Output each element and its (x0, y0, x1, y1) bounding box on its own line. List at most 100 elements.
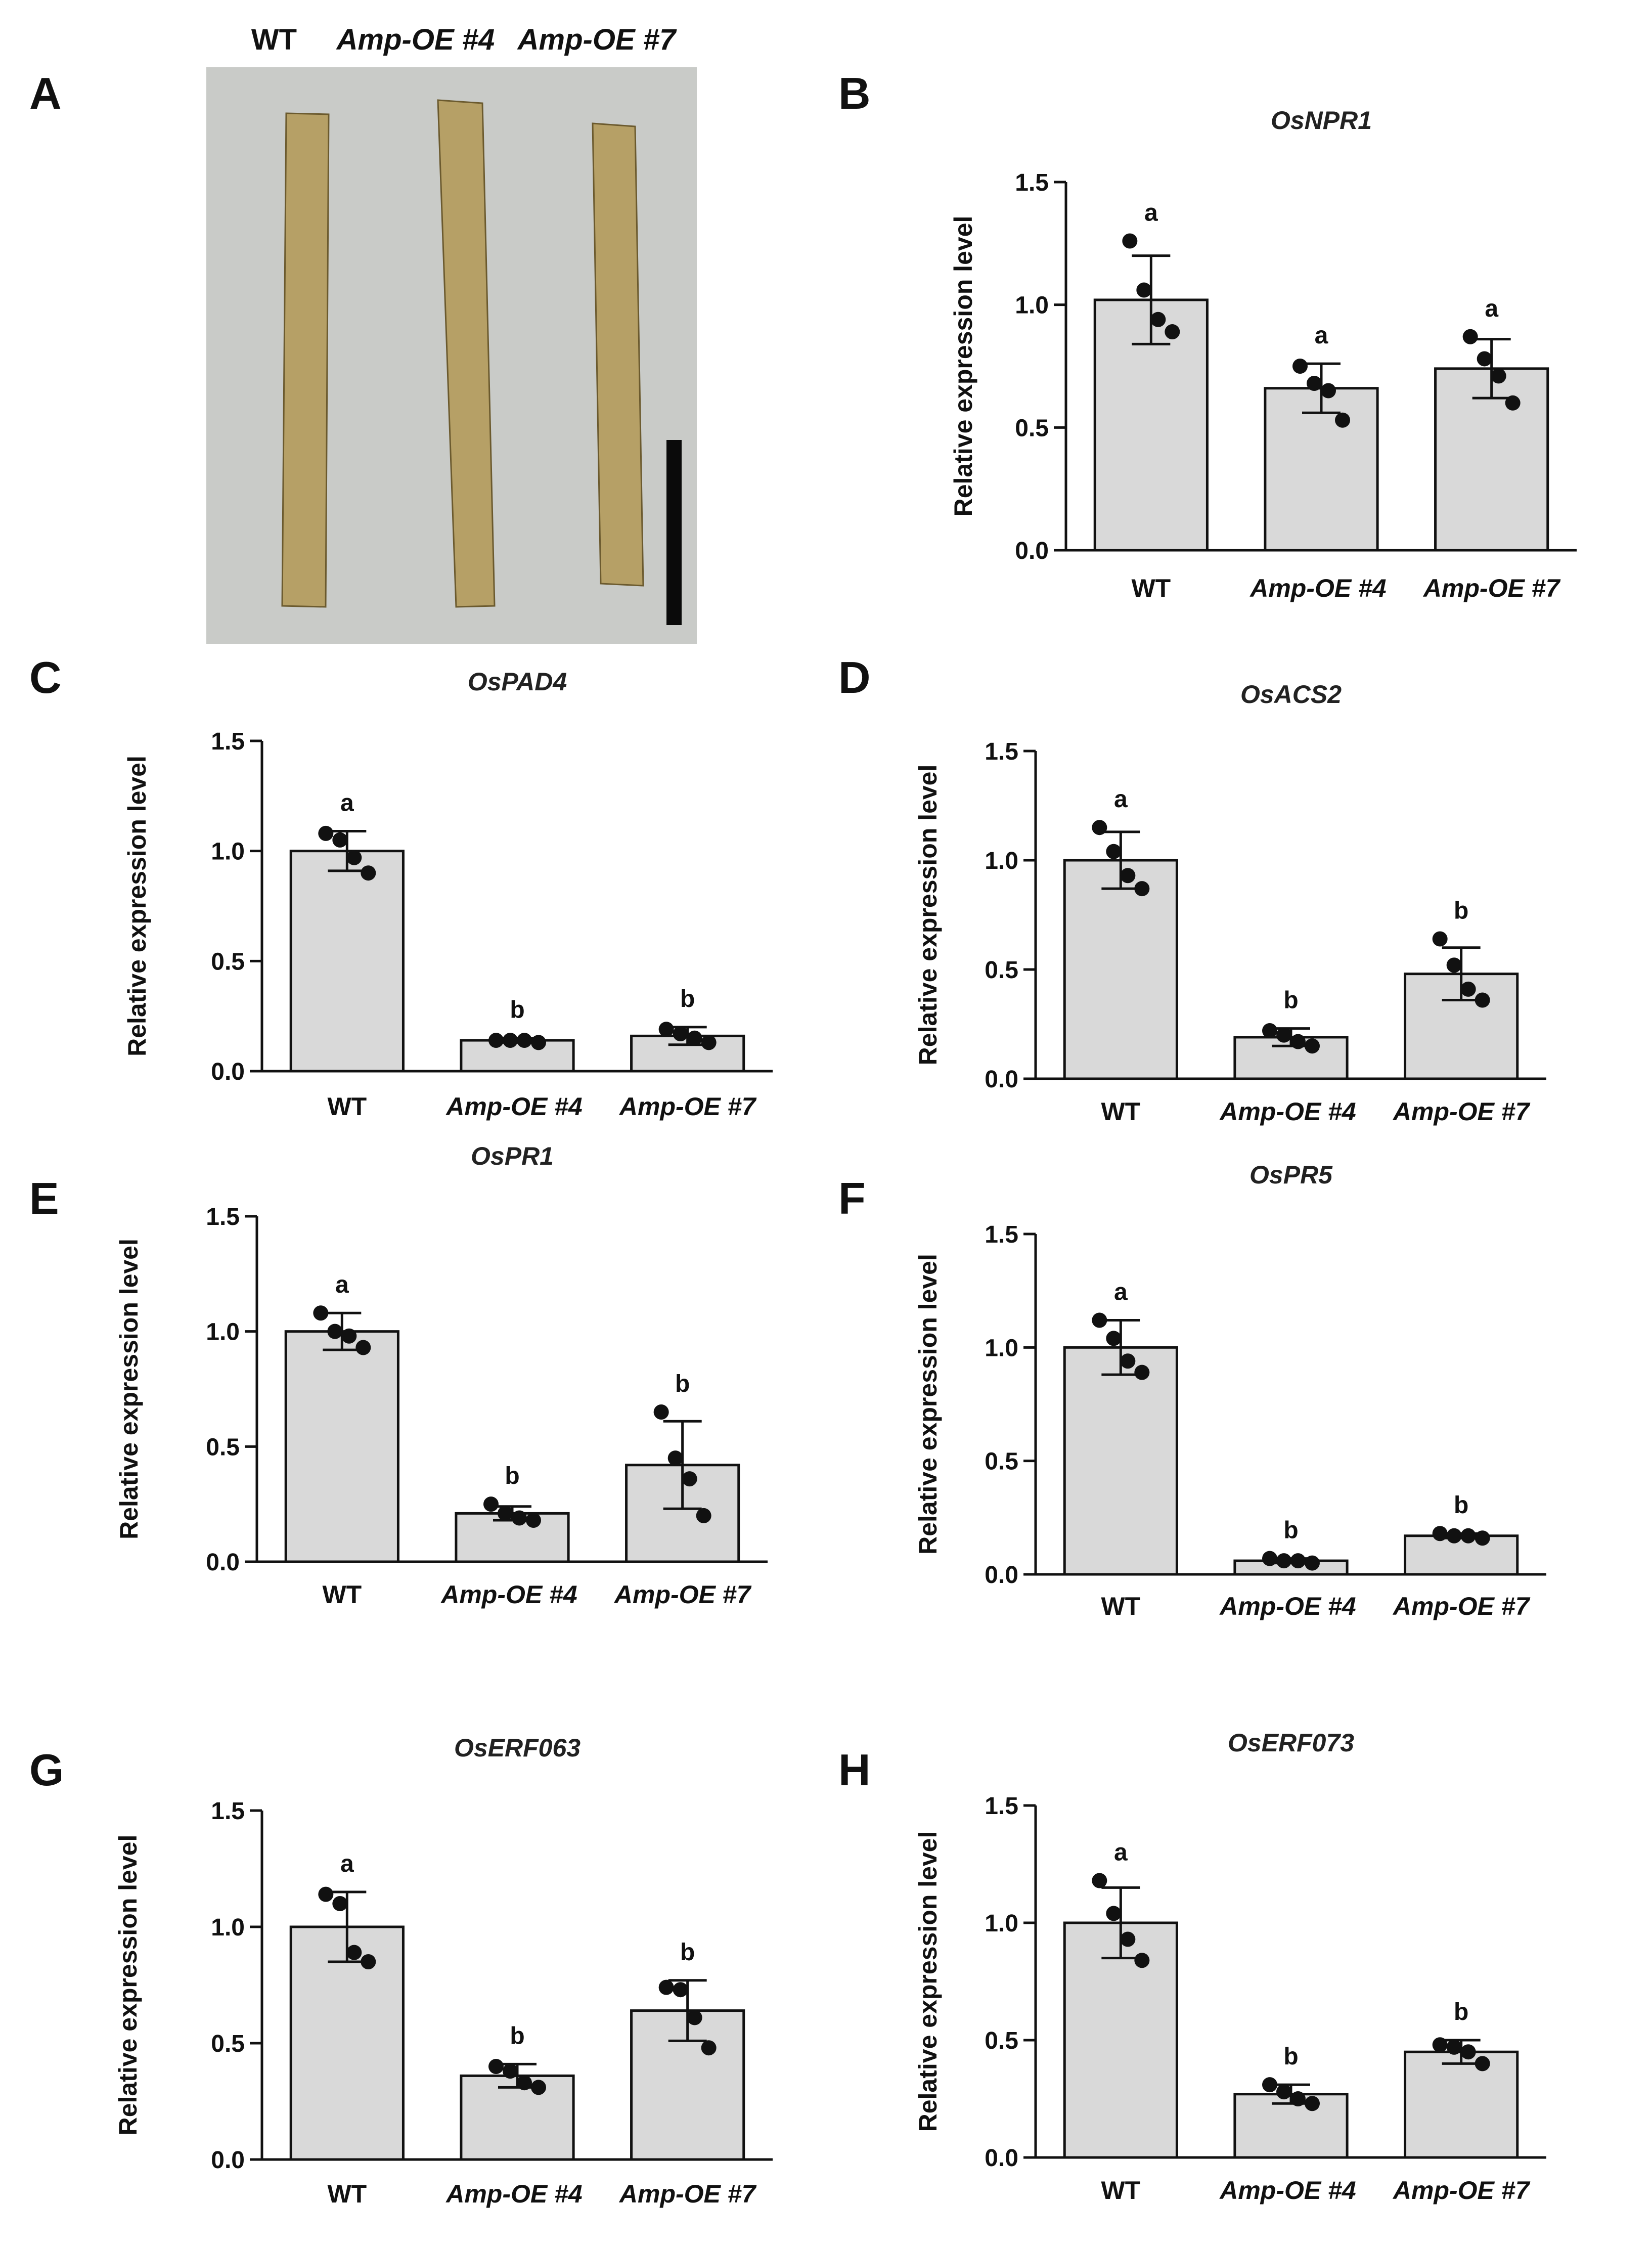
chart-g-point-0-3 (361, 1954, 376, 1969)
chart-c-xtick-label-0: WT (327, 1092, 367, 1121)
chart-e-ytick-label-1: 0.5 (206, 1434, 240, 1461)
chart-e-point-2-1 (667, 1450, 683, 1466)
chart-f-sig-letter-2: b (1454, 1492, 1468, 1519)
chart-b-point-1-1 (1307, 375, 1322, 391)
chart-h-ytick-label-0: 0.0 (985, 2145, 1018, 2172)
chart-e-point-0-0 (313, 1305, 329, 1321)
chart-f-point-1-3 (1305, 1555, 1320, 1571)
chart-g-xtick-label-2: Amp-OE #7 (618, 2180, 757, 2208)
chart-ospr1: OsPR1 Relative expression level 0.0 0.5 1.0 1… (115, 1142, 768, 1609)
chart-h-xtick-label-2: Amp-OE #7 (1392, 2176, 1531, 2205)
chart-b-ytick-label-2: 1.0 (1015, 292, 1049, 319)
panel-letter-g: G (29, 1745, 64, 1795)
chart-b-point-1-3 (1335, 412, 1350, 428)
chart-f-point-1-2 (1290, 1553, 1306, 1569)
chart-c-ytick-label-2: 1.0 (211, 839, 245, 865)
chart-h-ytick-label-2: 1.0 (985, 1910, 1018, 1937)
chart-e-ylabel: Relative expression level (115, 1239, 143, 1539)
chart-c-point-0-1 (332, 832, 348, 848)
chart-g-point-1-1 (503, 2063, 518, 2079)
chart-e-point-1-2 (512, 1510, 527, 1526)
chart-c-ytick-label-0: 0.0 (211, 1059, 245, 1085)
chart-ospad4: OsPAD4 Relative expression level 0.0 0.5 1.0… (123, 668, 773, 1121)
chart-e-point-0-2 (341, 1328, 357, 1344)
chart-c-ylabel: Relative expression level (123, 756, 151, 1056)
chart-h-ytick-label-3: 1.5 (985, 1793, 1018, 1820)
chart-h-point-0-3 (1134, 1953, 1150, 1968)
chart-d-xtick-label-2: Amp-OE #7 (1392, 1097, 1531, 1126)
leaf-wt (281, 112, 330, 608)
panel-letter-d: D (838, 652, 871, 702)
chart-b-point-0-3 (1165, 324, 1180, 340)
chart-e-sig-letter-2: b (675, 1371, 690, 1397)
chart-e-sig-letter-0: a (335, 1271, 349, 1298)
chart-c-xtick-label-2: Amp-OE #7 (618, 1092, 757, 1121)
chart-f-ytick-label-1: 0.5 (985, 1448, 1018, 1475)
chart-g-xtick-label-1: Amp-OE #4 (445, 2180, 583, 2208)
chart-d-point-2-3 (1475, 992, 1490, 1008)
chart-h-point-2-2 (1460, 2044, 1476, 2060)
chart-d-xtick-label-0: WT (1101, 1097, 1140, 1126)
photo-label-amp-oe-4: Amp-OE #4 (336, 23, 495, 56)
chart-e-point-2-0 (653, 1404, 669, 1420)
chart-c-point-0-0 (318, 825, 334, 841)
chart-b-point-1-2 (1321, 383, 1336, 399)
chart-b-sig-letter-0: a (1144, 199, 1158, 226)
chart-e-xtick-label-2: Amp-OE #7 (613, 1580, 752, 1609)
chart-c-point-2-2 (687, 1030, 702, 1046)
chart-c-point-1-1 (503, 1033, 518, 1048)
chart-g-title: OsERF063 (454, 1734, 581, 1762)
chart-c-title: OsPAD4 (468, 668, 567, 696)
chart-d-sig-letter-2: b (1454, 898, 1468, 924)
chart-e-point-1-3 (526, 1513, 541, 1528)
chart-g-point-1-2 (517, 2075, 532, 2091)
chart-b-xtick-label-1: Amp-OE #4 (1249, 574, 1387, 602)
chart-h-point-0-0 (1092, 1873, 1107, 1888)
chart-osnpr1: OsNPR1 Relative expression level 0.0 0.5 1.0… (949, 106, 1577, 602)
chart-d-point-0-1 (1106, 844, 1122, 859)
chart-f-sig-letter-1: b (1283, 1517, 1298, 1544)
chart-c-bar-0 (289, 850, 405, 1073)
chart-h-sig-letter-1: b (1283, 2043, 1298, 2070)
chart-d-point-2-0 (1432, 931, 1448, 947)
chart-h-point-0-1 (1106, 1906, 1122, 1921)
scale-bar (666, 440, 682, 625)
chart-c-point-1-0 (488, 1033, 504, 1048)
chart-h-point-2-0 (1432, 2037, 1448, 2053)
chart-f-xtick-label-2: Amp-OE #7 (1392, 1592, 1531, 1620)
chart-f-ylabel: Relative expression level (914, 1254, 942, 1555)
chart-d-bar-2 (1404, 973, 1519, 1080)
chart-g-point-2-0 (658, 1979, 674, 1995)
chart-b-point-0-1 (1136, 282, 1152, 298)
chart-d-ytick-label-2: 1.0 (985, 848, 1018, 874)
leaf-amp-oe-4 (437, 99, 496, 608)
chart-d-point-1-2 (1290, 1034, 1306, 1049)
chart-e-xtick-label-0: WT (322, 1580, 362, 1609)
chart-d-point-1-3 (1305, 1038, 1320, 1054)
chart-g-point-2-1 (673, 1982, 688, 1998)
chart-f-xtick-label-1: Amp-OE #4 (1219, 1592, 1356, 1620)
chart-b-point-2-2 (1491, 368, 1506, 384)
chart-c-sig-letter-1: b (510, 997, 524, 1024)
chart-f-point-0-3 (1134, 1364, 1150, 1380)
chart-b-point-0-2 (1150, 312, 1166, 327)
panel-letter-a: A (29, 68, 62, 118)
chart-b-point-2-0 (1462, 329, 1478, 344)
chart-h-xtick-label-1: Amp-OE #4 (1219, 2176, 1356, 2205)
chart-d-ytick-label-0: 0.0 (985, 1066, 1018, 1093)
photo-panel: WT Amp-OE #4 Amp-OE #7 (206, 23, 697, 644)
chart-e-point-0-1 (327, 1324, 343, 1339)
chart-f-point-2-1 (1446, 1528, 1462, 1544)
chart-c-point-0-2 (346, 850, 362, 865)
chart-c-point-1-2 (517, 1033, 532, 1048)
chart-e-point-2-2 (682, 1471, 697, 1487)
chart-f-point-1-0 (1262, 1551, 1277, 1566)
chart-e-ytick-label-3: 1.5 (206, 1204, 240, 1230)
chart-b-ylabel: Relative expression level (949, 216, 977, 517)
chart-c-sig-letter-0: a (340, 789, 354, 816)
chart-d-title: OsACS2 (1240, 680, 1342, 709)
leaf-amp-oe-7 (592, 122, 644, 587)
chart-g-bar-0 (289, 1925, 405, 2161)
chart-d-point-0-2 (1120, 868, 1136, 884)
